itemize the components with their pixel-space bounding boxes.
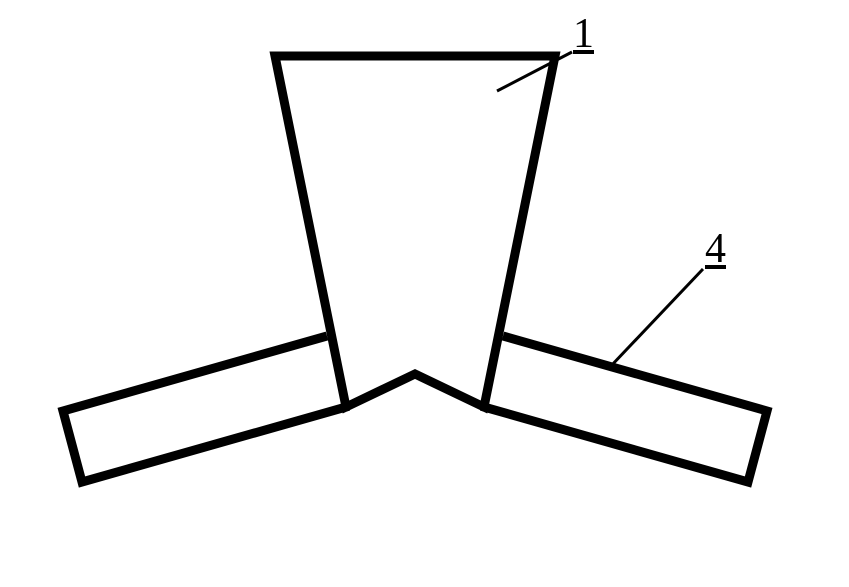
- left-arm-shape: [63, 336, 358, 482]
- trapezoid-shape: [275, 56, 555, 407]
- diagram-container: 1 4: [0, 0, 849, 582]
- technical-diagram-svg: [0, 0, 849, 582]
- leader-line-4: [610, 269, 703, 367]
- callout-label-4: 4: [705, 225, 726, 273]
- callout-label-1: 1: [573, 10, 594, 58]
